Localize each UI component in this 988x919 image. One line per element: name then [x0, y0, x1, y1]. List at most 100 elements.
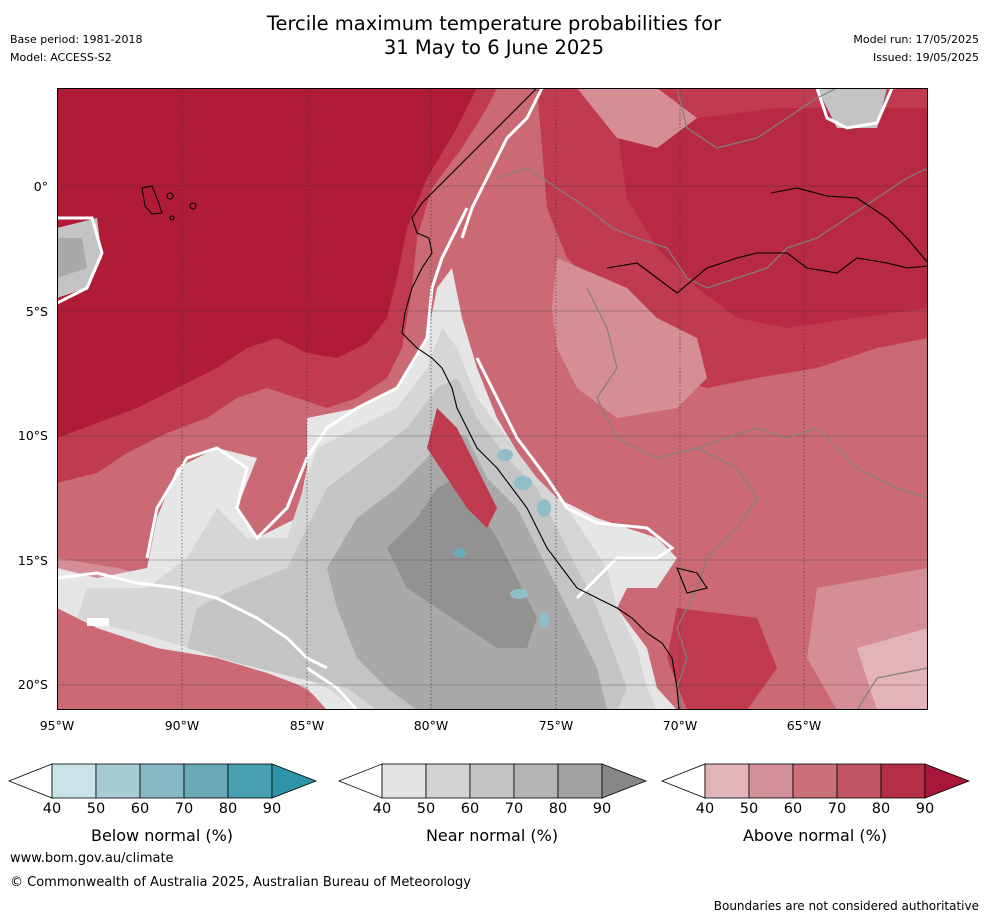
model-name: Model: ACCESS-S2 — [10, 51, 112, 64]
lon-label-65w: 65°W — [786, 718, 822, 733]
contour-coast-upper — [460, 88, 544, 239]
below-normal-patch-6 — [539, 612, 549, 628]
above-80-coastal-pocket — [427, 408, 497, 528]
colorbar-segment — [425, 763, 471, 799]
colorbar-above-normal — [661, 763, 971, 799]
colorbar-segment — [469, 763, 515, 799]
colorbar-segment — [381, 763, 427, 799]
colorbar-extend-low — [338, 763, 383, 799]
contour-south-tail — [306, 666, 359, 710]
colorbar-tick-label: 50 — [739, 801, 759, 817]
contour-west — [57, 216, 104, 305]
coastline — [401, 88, 680, 710]
colorbar-tick-label: 60 — [460, 801, 480, 817]
colorbar-extend-low — [8, 763, 53, 799]
lon-label-70w: 70°W — [662, 718, 698, 733]
colorbar-tick-label: 90 — [915, 801, 935, 817]
colorbar-tick-label: 90 — [262, 801, 282, 817]
above-60-north — [577, 88, 697, 148]
lon-label-95w: 95°W — [39, 718, 75, 733]
below-normal-patch-5 — [510, 589, 528, 599]
colorbar-extend-high — [601, 763, 648, 799]
near-normal-80 — [387, 478, 537, 648]
contour-south-west — [57, 571, 328, 670]
colorbar-segment — [792, 763, 838, 799]
below-normal-patch-3 — [537, 499, 551, 517]
lat-label-20s: 20°S — [17, 677, 48, 692]
colorbar-tick-label: 80 — [548, 801, 568, 817]
lat-label-0: 0° — [33, 179, 48, 194]
colorbar-segment — [513, 763, 559, 799]
border-brazil-bolivia — [696, 427, 928, 499]
lon-label-80w: 80°W — [413, 718, 449, 733]
lon-label-85w: 85°W — [289, 718, 325, 733]
below-normal-patch-1 — [497, 449, 513, 461]
legend-label-near: Near normal (%) — [425, 826, 559, 845]
colorbar-segment — [139, 763, 185, 799]
colorbar-tick-label: 80 — [871, 801, 891, 817]
lat-label-10s: 10°S — [17, 428, 48, 443]
probability-map[interactable] — [57, 88, 928, 710]
lat-label-15s: 15°S — [17, 553, 48, 568]
colorbar-tick-label: 60 — [130, 801, 150, 817]
colorbar-segment — [51, 763, 97, 799]
near-normal-north — [817, 88, 887, 128]
lon-label-75w: 75°W — [538, 718, 574, 733]
website-link[interactable]: www.bom.gov.au/climate — [10, 851, 174, 866]
map-frame — [57, 88, 928, 710]
colorbar-tick-label: 70 — [504, 801, 524, 817]
title-line-2: 31 May to 6 June 2025 — [383, 36, 605, 59]
colorbar-tick-label: 70 — [174, 801, 194, 817]
colorbar-tick-label: 80 — [218, 801, 238, 817]
contour-coast-north — [145, 207, 469, 559]
colorbar-tick-label: 70 — [827, 801, 847, 817]
legend-label-below: Below normal (%) — [90, 826, 234, 845]
base-period: Base period: 1981-2018 — [10, 33, 143, 46]
white-patch — [87, 618, 109, 626]
galapagos-islands — [141, 185, 197, 221]
meridians — [57, 88, 805, 710]
near-normal-west-core — [57, 238, 87, 278]
copyright-text: © Commonwealth of Australia 2025, Austra… — [10, 875, 471, 890]
border-paraguay — [856, 667, 928, 710]
lat-label-5s: 5°S — [25, 304, 48, 319]
colorbar-extend-high — [271, 763, 318, 799]
colorbar-segment — [95, 763, 141, 799]
contour-north-patch — [815, 88, 894, 130]
page-title: Tercile maximum temperature probabilitie… — [0, 12, 988, 60]
colorbar-tick-label: 40 — [42, 801, 62, 817]
colorbar-segment — [880, 763, 926, 799]
colorbar-segment — [836, 763, 882, 799]
above-60-patch — [552, 258, 707, 418]
border-peru-brazil-bolivia — [586, 287, 758, 710]
colorbar-below-normal — [8, 763, 318, 799]
below-normal-patch-2 — [514, 476, 532, 490]
colorbar-tick-label: 50 — [416, 801, 436, 817]
colorbar-segment — [748, 763, 794, 799]
colorbar-segment — [183, 763, 229, 799]
above-90-continent — [617, 108, 928, 328]
lake-titicaca — [676, 567, 708, 594]
above-50-southeast — [857, 628, 928, 710]
colorbar-extend-low — [661, 763, 706, 799]
contour-coast-east — [475, 357, 675, 600]
colorbar-near-normal — [338, 763, 648, 799]
colorbar-segment — [227, 763, 273, 799]
colorbar-segment — [704, 763, 750, 799]
colorbar-tick-label: 60 — [783, 801, 803, 817]
model-run: Model run: 17/05/2025 — [853, 33, 979, 46]
disclaimer-text: Boundaries are not considered authoritat… — [713, 899, 979, 913]
colorbar-tick-label: 90 — [592, 801, 612, 817]
colorbar-segment — [557, 763, 603, 799]
colorbar-tick-label: 50 — [86, 801, 106, 817]
amazon-river-north — [770, 187, 928, 264]
border-colombia-brazil — [676, 88, 838, 149]
colorbar-extend-high — [924, 763, 971, 799]
colorbar-tick-label: 40 — [695, 801, 715, 817]
colorbar-tick-label: 40 — [372, 801, 392, 817]
issued-date: Issued: 19/05/2025 — [872, 51, 979, 64]
legend-label-above: Above normal (%) — [742, 826, 888, 845]
below-normal-patch-4 — [454, 548, 466, 558]
title-line-1: Tercile maximum temperature probabilitie… — [266, 12, 722, 35]
lon-label-90w: 90°W — [164, 718, 200, 733]
